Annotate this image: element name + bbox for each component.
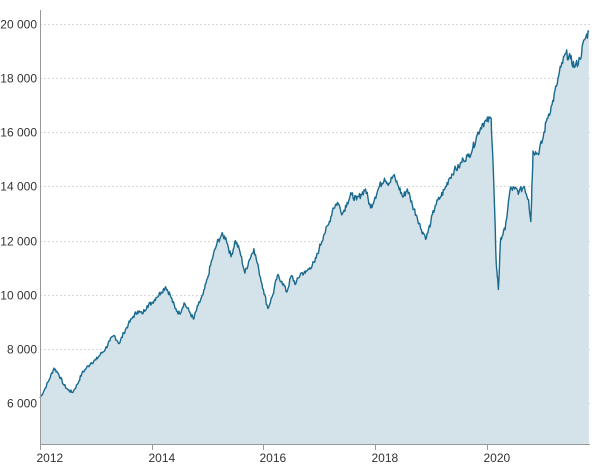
y-tick-label: 20 000 [0,18,37,32]
y-tick-label: 8 000 [7,343,37,357]
x-tick-label: 2020 [484,451,511,465]
x-tick-label: 2014 [149,451,176,465]
y-tick-label: 12 000 [0,235,37,249]
y-tick-label: 18 000 [0,72,37,86]
label-layer: 6 000 8 000 10 000 12 000 14 000 16 000 18 000… [0,18,510,466]
x-tick-label: 2012 [37,451,64,465]
y-tick-label: 10 000 [0,289,37,303]
axis-layer [40,10,590,450]
series-area [40,30,589,445]
x-tick-label: 2016 [260,451,287,465]
y-tick-label: 16 000 [0,126,37,140]
y-tick-label: 14 000 [0,180,37,194]
area-layer [39,30,590,445]
y-tick-label: 6 000 [7,397,37,411]
series-line [39,30,590,399]
x-tick-label: 2018 [372,451,399,465]
